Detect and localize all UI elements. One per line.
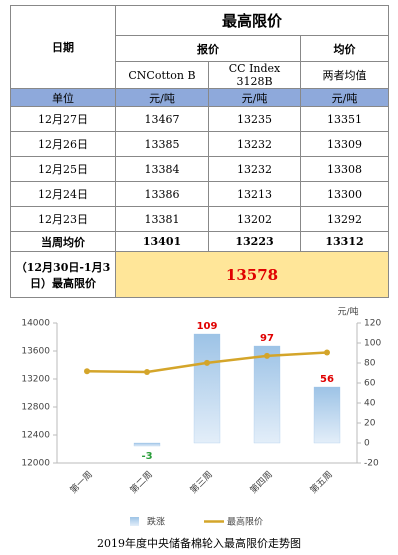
legend-swatch	[130, 517, 139, 526]
column-header: CNCotton B	[115, 61, 209, 89]
line-marker	[204, 359, 210, 366]
unit-cell: 单位	[10, 88, 116, 107]
price-cell: 13351	[299, 106, 390, 132]
price-cell: 13213	[208, 181, 301, 207]
column-header: 两者均值	[299, 61, 390, 89]
y2-tick-label: 80	[364, 359, 376, 369]
data-label: 56	[320, 374, 334, 385]
date-cell: 12月24日	[10, 181, 116, 207]
legend-label: 最高限价	[227, 516, 263, 528]
date-cell: 12月23日	[10, 206, 116, 232]
x-tick-label: 第四周	[247, 468, 275, 496]
avg-cell: 13312	[299, 231, 390, 252]
data-label: 109	[197, 321, 218, 332]
chart: 元/吨 2019年度中央储备棉轮入最高限价走势图 12000 12400 12800…	[21, 306, 381, 551]
unit-cell: 元/吨	[115, 88, 209, 107]
x-tick-label: 第二周	[127, 468, 155, 496]
bar	[253, 345, 281, 444]
y2-tick-label: 60	[364, 379, 376, 389]
y2-tick-label: 40	[364, 399, 376, 409]
date-cell: 12月25日	[10, 156, 116, 182]
price-cell: 13309	[299, 131, 390, 157]
price-cell: 13235	[208, 106, 301, 132]
y2-tick-label: 20	[364, 419, 376, 429]
date-header: 日期	[10, 5, 116, 89]
y-tick-label: 12000	[21, 459, 50, 469]
price-cell: 13308	[299, 156, 390, 182]
price-cell: 13384	[115, 156, 209, 182]
price-table: 日期 最高限价 报价 均价 CNCotton B CC Index 3128B 两者均值…	[10, 5, 390, 298]
y-tick-label: 13200	[21, 375, 50, 385]
unit-cell: 元/吨	[299, 88, 390, 107]
bar	[193, 333, 221, 444]
price-cell: 13386	[115, 181, 209, 207]
price-cell: 13202	[208, 206, 301, 232]
unit-cell: 元/吨	[208, 88, 301, 107]
y2-unit: 元/吨	[337, 306, 358, 318]
price-cell: 13300	[299, 181, 390, 207]
y-tick-label: 13600	[21, 347, 50, 357]
y2-tick-label: -20	[364, 459, 379, 469]
data-label: -3	[141, 451, 152, 462]
limit-value: 13578	[114, 251, 390, 298]
avg-cell: 13401	[115, 231, 209, 252]
price-cell: 13232	[208, 156, 301, 182]
table-title: 最高限价	[114, 5, 390, 36]
y-tick-label: 12800	[21, 403, 50, 413]
line-marker	[324, 349, 330, 356]
legend-label: 跌涨	[147, 517, 165, 528]
limit-label: （12月30日-1月3日）最高限价	[10, 251, 116, 298]
y-tick-label: 14000	[21, 319, 50, 329]
column-header: CC Index 3128B	[208, 61, 301, 89]
y2-tick-label: 0	[364, 439, 370, 449]
quote-header: 报价	[115, 35, 301, 62]
x-tick-label: 第三周	[187, 468, 215, 496]
y2-tick-label: 120	[364, 319, 381, 329]
y-tick-label: 12400	[21, 431, 50, 441]
avg-cell: 13223	[208, 231, 301, 252]
line-marker	[84, 368, 90, 375]
bar	[133, 442, 161, 447]
x-tick-label: 第五周	[307, 468, 335, 496]
y2-tick-label: 100	[364, 339, 381, 349]
price-cell: 13292	[299, 206, 390, 232]
line-marker	[264, 352, 270, 359]
price-cell: 13467	[115, 106, 209, 132]
price-cell: 13381	[115, 206, 209, 232]
bar	[313, 386, 341, 444]
date-cell: 12月26日	[10, 131, 116, 157]
avg-header: 均价	[299, 35, 390, 62]
price-cell: 13385	[115, 131, 209, 157]
line-marker	[144, 369, 150, 375]
date-cell: 12月27日	[10, 106, 116, 132]
avg-cell: 当周均价	[10, 231, 116, 252]
data-label: 97	[260, 333, 274, 344]
price-cell: 13232	[208, 131, 301, 157]
chart-title: 2019年度中央储备棉轮入最高限价走势图	[97, 536, 301, 550]
x-tick-label: 第一周	[67, 468, 95, 496]
